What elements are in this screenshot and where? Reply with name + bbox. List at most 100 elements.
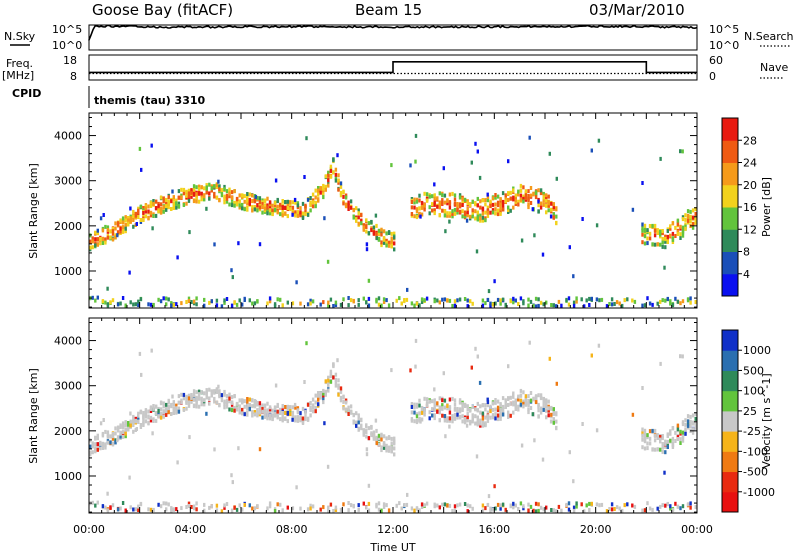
velocity-cell xyxy=(142,423,145,427)
velocity-cell xyxy=(192,392,196,397)
velocity-cell xyxy=(448,503,452,508)
velocity-cell xyxy=(461,419,464,424)
power-cell xyxy=(149,210,153,215)
power-cell xyxy=(344,202,348,207)
velocity-cell xyxy=(451,417,454,421)
power-cell xyxy=(481,211,485,216)
velocity-cell xyxy=(294,415,297,420)
power-cell xyxy=(474,141,477,146)
power-cell xyxy=(448,219,451,224)
power-cell xyxy=(119,301,122,306)
velocity-cell xyxy=(144,414,148,419)
velocity-cell xyxy=(370,433,373,438)
power-cell xyxy=(651,242,654,247)
power-cell xyxy=(289,207,292,212)
power-cell xyxy=(595,297,599,302)
velocity-cell xyxy=(377,433,381,438)
velocity-cell xyxy=(162,410,165,415)
velocity-cell xyxy=(448,418,452,423)
power-cell xyxy=(643,241,647,246)
power-cell xyxy=(203,197,206,202)
power-cell xyxy=(588,296,591,301)
velocity-cell xyxy=(349,404,353,409)
velocity-cell xyxy=(387,445,391,450)
power-cell xyxy=(367,303,371,308)
power-cell xyxy=(223,200,226,205)
power-cell xyxy=(552,205,555,210)
power-cell xyxy=(268,296,272,301)
velocity-cell xyxy=(481,411,485,416)
velocity-cell xyxy=(481,508,485,513)
velocity-cell xyxy=(552,407,555,412)
velocity-cell xyxy=(246,397,249,401)
y-tick-label: 2000 xyxy=(54,425,82,438)
power-cell xyxy=(643,234,647,239)
power-cell xyxy=(418,206,421,211)
power-cell xyxy=(425,296,429,301)
power-cell xyxy=(443,193,447,198)
y-tick-label: 1000 xyxy=(54,470,82,483)
power-cell xyxy=(448,213,452,218)
power-cell xyxy=(512,296,515,301)
power-cell xyxy=(418,303,421,308)
power-cell xyxy=(254,194,258,199)
power-cell xyxy=(410,200,414,204)
power-cell xyxy=(365,218,368,223)
power-cell xyxy=(334,175,338,180)
power-cell xyxy=(643,228,647,233)
velocity-cell xyxy=(501,412,505,417)
velocity-cell xyxy=(517,404,520,409)
power-cell xyxy=(170,301,173,306)
velocity-cell xyxy=(568,450,571,455)
velocity-cell xyxy=(279,417,282,422)
velocity-cell xyxy=(456,415,459,420)
velocity-cell xyxy=(251,413,254,418)
power-cell xyxy=(648,236,652,241)
velocity-cell xyxy=(522,390,525,395)
velocity-cell xyxy=(648,436,652,441)
velocity-cell xyxy=(192,389,196,394)
power-cell xyxy=(322,186,325,191)
velocity-cell xyxy=(529,406,533,410)
power-cell xyxy=(545,196,548,201)
power-cell xyxy=(493,279,496,284)
velocity-cell xyxy=(291,417,294,422)
velocity-cell xyxy=(322,388,325,393)
power-cell xyxy=(471,214,474,219)
velocity-cell xyxy=(299,506,302,511)
power-cell xyxy=(370,228,373,233)
velocity-cell xyxy=(349,503,353,508)
power-cell xyxy=(273,200,277,205)
power-cell xyxy=(390,240,393,245)
power-cell xyxy=(355,206,358,211)
velocity-cell xyxy=(228,392,231,397)
velocity-cell xyxy=(410,410,414,415)
velocity-cell xyxy=(393,436,396,441)
velocity-cell xyxy=(539,393,543,398)
velocity-cell xyxy=(241,507,244,512)
power-cell xyxy=(572,300,576,305)
colorbar-swatch xyxy=(722,118,738,141)
velocity-cell xyxy=(390,368,393,373)
power-cell xyxy=(451,209,454,214)
velocity-cell xyxy=(567,501,571,506)
velocity-cell xyxy=(317,402,320,407)
velocity-cell xyxy=(286,407,289,412)
power-cell xyxy=(223,300,226,305)
velocity-cell xyxy=(119,506,122,511)
power-cell xyxy=(276,210,279,215)
power-cell xyxy=(281,208,284,213)
power-cell xyxy=(681,299,685,304)
velocity-cell xyxy=(684,422,687,427)
y-tick-label: 3000 xyxy=(54,175,82,188)
power-cell xyxy=(284,200,287,204)
velocity-cell xyxy=(238,503,241,508)
velocity-cell xyxy=(149,415,153,420)
velocity-cell xyxy=(339,398,343,403)
velocity-cell xyxy=(444,434,447,439)
power-cell xyxy=(268,208,272,213)
velocity-cell xyxy=(572,505,576,510)
velocity-cell xyxy=(246,406,249,411)
power-cell xyxy=(567,302,571,307)
velocity-cell xyxy=(279,407,282,412)
